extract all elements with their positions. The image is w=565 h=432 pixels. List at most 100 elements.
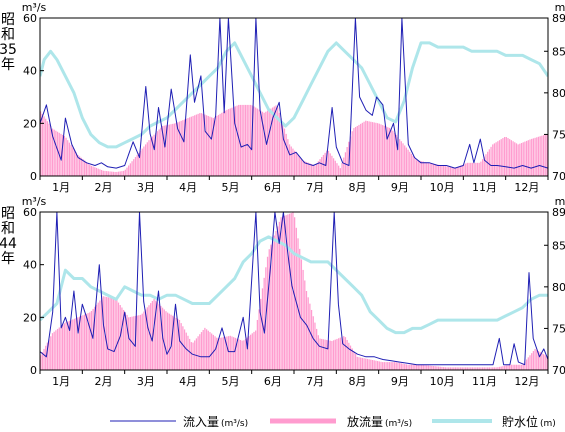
- outflow-bar: [407, 149, 409, 176]
- outflow-bar: [510, 364, 513, 370]
- outflow-bar: [382, 362, 384, 370]
- outflow-bar: [368, 121, 370, 176]
- outflow-bar: [41, 352, 43, 370]
- outflow-bar: [461, 164, 463, 176]
- outflow-bar: [546, 134, 548, 176]
- x-tick-label: 10月: [430, 375, 455, 388]
- outflow-bar: [46, 121, 49, 176]
- outflow-bar: [397, 137, 399, 176]
- x-tick-label: 1月: [52, 181, 70, 194]
- x-tick-label: 3月: [137, 181, 155, 194]
- outflow-bar: [395, 362, 397, 370]
- outflow-bar: [227, 336, 230, 370]
- outflow-bar: [243, 104, 245, 176]
- outflow-bar: [192, 115, 194, 176]
- outflow-bar: [475, 162, 477, 176]
- outflow-bar: [72, 147, 74, 176]
- outflow-bar: [51, 128, 54, 176]
- outflow-bar: [288, 213, 291, 370]
- outflow-bar: [475, 367, 477, 370]
- legend-level-label: 貯水位: [502, 414, 538, 429]
- outflow-bar: [189, 117, 191, 176]
- right-tick-label: 70: [552, 170, 565, 183]
- outflow-bar: [343, 336, 345, 370]
- outflow-bar: [476, 367, 479, 370]
- outflow-bar: [417, 160, 419, 176]
- outflow-bar: [327, 150, 330, 176]
- outflow-bar: [498, 140, 501, 176]
- outflow-bar: [249, 104, 252, 176]
- outflow-bar: [287, 139, 289, 176]
- level-line: [40, 235, 548, 335]
- outflow-bar: [55, 130, 57, 176]
- outflow-bar: [97, 168, 99, 176]
- outflow-bar: [512, 141, 514, 176]
- outflow-bar: [229, 108, 231, 176]
- outflow-bar: [255, 330, 257, 370]
- outflow-bar: [360, 357, 362, 370]
- outflow-bar: [334, 160, 336, 176]
- outflow-bar: [263, 112, 265, 176]
- outflow-bar: [187, 335, 189, 370]
- outflow-bar: [317, 335, 319, 370]
- outflow-bar: [481, 159, 484, 176]
- plot-area: [40, 212, 548, 370]
- outflow-bar: [542, 135, 545, 176]
- outflow-bar: [158, 129, 160, 176]
- outflow-bar: [46, 342, 49, 370]
- outflow-bar: [214, 117, 216, 176]
- outflow-bar: [190, 116, 192, 176]
- outflow-bar: [106, 296, 108, 370]
- outflow-bar: [165, 311, 167, 370]
- outflow-bar: [429, 365, 431, 370]
- outflow-bar: [170, 124, 172, 176]
- outflow-bar: [143, 146, 145, 176]
- outflow-bar: [128, 317, 130, 370]
- outflow-bar: [244, 338, 247, 370]
- outflow-bar: [275, 105, 277, 176]
- outflow-bar: [316, 328, 318, 370]
- outflow-bar: [366, 358, 369, 370]
- outflow-bar: [398, 362, 401, 370]
- outflow-bar: [271, 107, 274, 176]
- outflow-bar: [202, 329, 204, 370]
- x-tick-label: 5月: [222, 375, 240, 388]
- outflow-bar: [373, 122, 375, 176]
- outflow-bar: [167, 312, 169, 370]
- outflow-bar: [180, 323, 182, 370]
- outflow-bar: [70, 320, 72, 370]
- outflow-bar: [246, 337, 248, 370]
- year-label-char: 年: [1, 57, 15, 73]
- outflow-bar: [307, 162, 309, 176]
- outflow-bar: [498, 366, 501, 370]
- x-tick-label: 6月: [264, 375, 282, 388]
- outflow-bar: [519, 143, 521, 176]
- outflow-bar: [439, 366, 441, 370]
- outflow-bar: [390, 128, 392, 176]
- outflow-bar: [131, 316, 133, 370]
- outflow-bar: [68, 320, 71, 370]
- outflow-bar: [217, 338, 220, 370]
- outflow-bar: [443, 165, 445, 176]
- outflow-bar: [532, 351, 535, 370]
- outflow-bar: [150, 138, 152, 176]
- outflow-bar: [107, 297, 109, 370]
- outflow-bar: [358, 357, 360, 370]
- outflow-bar: [466, 367, 468, 370]
- outflow-bar: [338, 165, 340, 176]
- outflow-bar: [382, 125, 384, 176]
- outflow-bar: [412, 364, 414, 370]
- outflow-bar: [317, 161, 319, 176]
- outflow-bar: [133, 316, 135, 370]
- outflow-bar: [502, 138, 504, 176]
- outflow-bar: [243, 340, 245, 370]
- outflow-bar: [436, 164, 438, 176]
- outflow-bar: [405, 364, 408, 370]
- outflow-bar: [226, 336, 228, 370]
- outflow-bar: [431, 365, 433, 370]
- outflow-bar: [199, 334, 201, 370]
- outflow-bar: [405, 147, 408, 176]
- outflow-bar: [481, 367, 484, 370]
- outflow-bar: [368, 359, 370, 370]
- outflow-bar: [211, 117, 213, 176]
